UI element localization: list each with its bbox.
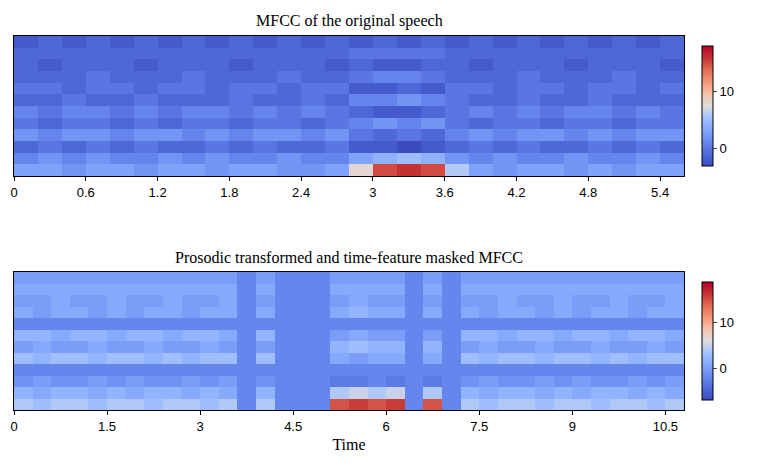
svg-text:0: 0 [10, 185, 17, 200]
svg-text:10: 10 [720, 84, 734, 99]
svg-text:1.2: 1.2 [149, 185, 167, 200]
svg-text:0: 0 [720, 361, 727, 376]
svg-text:0: 0 [720, 141, 727, 156]
svg-text:3.6: 3.6 [436, 185, 454, 200]
svg-text:2.4: 2.4 [292, 185, 310, 200]
svg-text:1.5: 1.5 [98, 419, 116, 434]
svg-text:4.5: 4.5 [284, 419, 302, 434]
svg-text:Time: Time [332, 436, 365, 453]
svg-text:0: 0 [10, 419, 17, 434]
svg-text:0.6: 0.6 [77, 185, 95, 200]
svg-text:10: 10 [720, 315, 734, 330]
svg-text:4.2: 4.2 [507, 185, 525, 200]
svg-text:1.8: 1.8 [220, 185, 238, 200]
svg-text:3: 3 [196, 419, 203, 434]
svg-text:6: 6 [383, 419, 390, 434]
svg-text:9: 9 [569, 419, 576, 434]
svg-text:3: 3 [369, 185, 376, 200]
svg-text:4.8: 4.8 [579, 185, 597, 200]
svg-text:5.4: 5.4 [651, 185, 669, 200]
svg-text:10.5: 10.5 [653, 419, 678, 434]
svg-text:7.5: 7.5 [470, 419, 488, 434]
svg-text:Prosodic transformed and time-: Prosodic transformed and time-feature ma… [175, 249, 523, 266]
svg-text:MFCC of the original speech: MFCC of the original speech [256, 12, 443, 30]
